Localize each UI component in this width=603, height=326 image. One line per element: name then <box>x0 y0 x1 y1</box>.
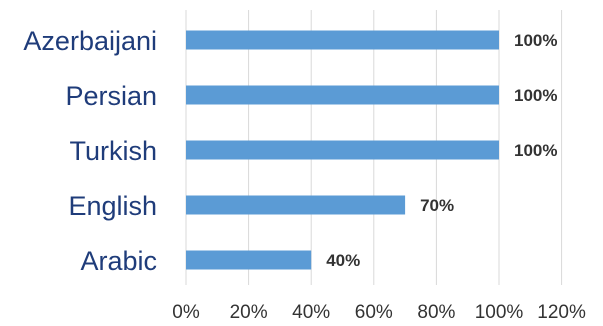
data-labels: 100% 100% 100% 70% 40% <box>326 31 557 270</box>
x-tick-label: 80% <box>417 302 455 323</box>
category-labels: Azerbaijani Persian Turkish English Arabic <box>23 26 157 276</box>
data-label: 100% <box>514 86 557 105</box>
category-label: Azerbaijani <box>23 26 157 56</box>
category-label: Turkish <box>69 136 157 166</box>
x-tick-label: 120% <box>537 302 586 323</box>
bar-azerbaijani <box>186 30 499 50</box>
x-axis-tick-labels: 0% 20% 40% 60% 80% 100% 120% <box>172 302 586 323</box>
data-label: 100% <box>514 31 557 50</box>
x-tick-label: 40% <box>292 302 330 323</box>
x-tick-label: 60% <box>355 302 393 323</box>
bar-arabic <box>186 250 312 270</box>
bars <box>186 30 499 270</box>
bar-turkish <box>186 140 499 160</box>
category-label: Persian <box>65 81 157 111</box>
data-label: 40% <box>326 251 360 270</box>
x-tick-label: 20% <box>230 302 268 323</box>
x-tick-label: 100% <box>475 302 524 323</box>
data-label: 70% <box>420 196 454 215</box>
bar-persian <box>186 85 499 105</box>
data-label: 100% <box>514 141 557 160</box>
category-label: English <box>68 191 157 221</box>
bar-english <box>186 195 406 215</box>
x-tick-label: 0% <box>172 302 200 323</box>
category-label: Arabic <box>80 246 157 276</box>
